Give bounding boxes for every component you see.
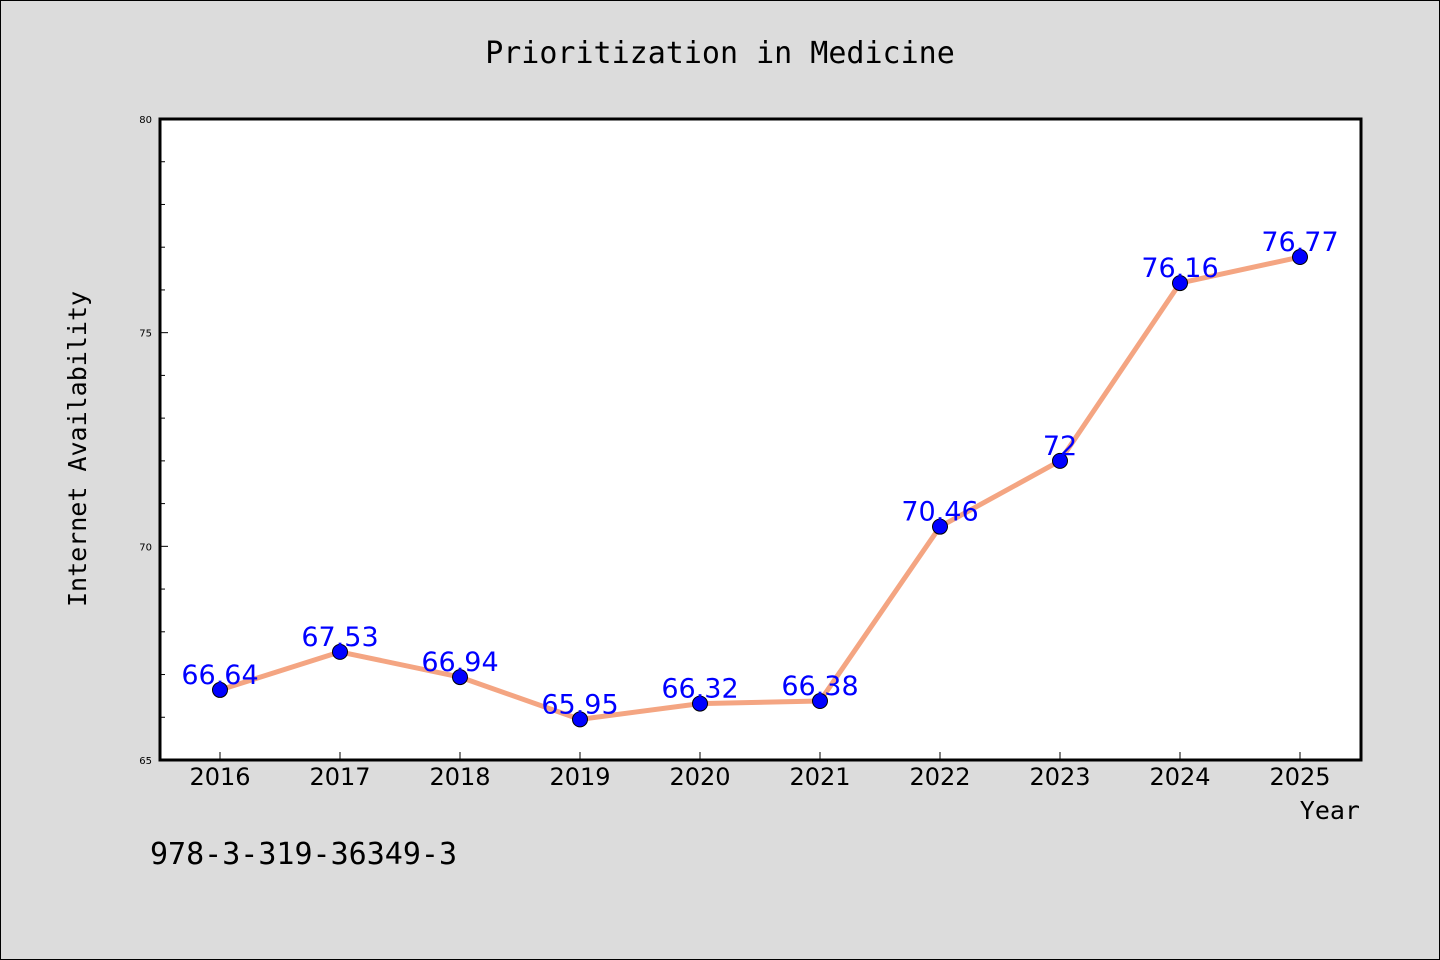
x-tick-label: 2021 — [789, 763, 850, 791]
data-value-label: 66.94 — [421, 647, 498, 678]
footnote-isbn: 978-3-319-36349-3 — [150, 837, 457, 872]
series-line — [217, 254, 1303, 722]
x-tick-label: 2018 — [429, 763, 490, 791]
data-value-label: 65.95 — [541, 689, 618, 720]
data-value-label: 76.16 — [1141, 253, 1218, 284]
y-axis-label: Internet Availability — [63, 291, 92, 607]
data-point-marker — [692, 695, 708, 712]
data-value-label: 66.38 — [781, 671, 858, 702]
x-tick-label: 2016 — [189, 763, 250, 791]
data-point-marker — [1292, 249, 1308, 266]
data-point-marker — [812, 693, 828, 710]
y-tick-label: 80 — [139, 115, 152, 126]
data-point-marker — [332, 643, 348, 660]
series-markers — [212, 249, 1308, 728]
data-point-marker — [1052, 452, 1068, 469]
chart-title: Prioritization in Medicine — [485, 36, 955, 71]
x-ticks: 2016 2017 2018 2019 2020 2021 2022 2023 2024 2025 — [189, 752, 1331, 791]
y-tick-label: 70 — [139, 542, 152, 553]
data-point-marker — [212, 681, 228, 698]
data-value-label: 66.64 — [181, 660, 258, 691]
y-tick-label: 75 — [139, 329, 152, 340]
data-value-label: 67.53 — [301, 622, 378, 653]
plot-area — [160, 119, 1361, 760]
plot-border — [158, 117, 1363, 762]
data-value-label: 66.32 — [661, 674, 738, 705]
data-point-marker — [932, 518, 948, 535]
x-tick-label: 2025 — [1269, 763, 1330, 791]
x-tick-label: 2020 — [669, 763, 730, 791]
data-point-marker — [452, 669, 468, 686]
data-point-marker — [1172, 275, 1188, 292]
x-axis-label: Year — [1300, 796, 1360, 825]
data-value-label: 72 — [1043, 431, 1077, 462]
y-tick-label: 65 — [139, 756, 152, 767]
data-point-marker — [572, 711, 588, 728]
data-value-label: 76.77 — [1261, 227, 1338, 258]
data-value-label: 70.46 — [901, 497, 978, 528]
x-tick-label: 2024 — [1149, 763, 1210, 791]
x-tick-label: 2017 — [309, 763, 370, 791]
x-tick-label: 2019 — [549, 763, 610, 791]
x-tick-label: 2022 — [909, 763, 970, 791]
x-tick-label: 2023 — [1029, 763, 1090, 791]
data-labels: 66.64 67.53 66.94 65.95 66.32 66.38 70.46 72 76.… — [181, 227, 1338, 720]
